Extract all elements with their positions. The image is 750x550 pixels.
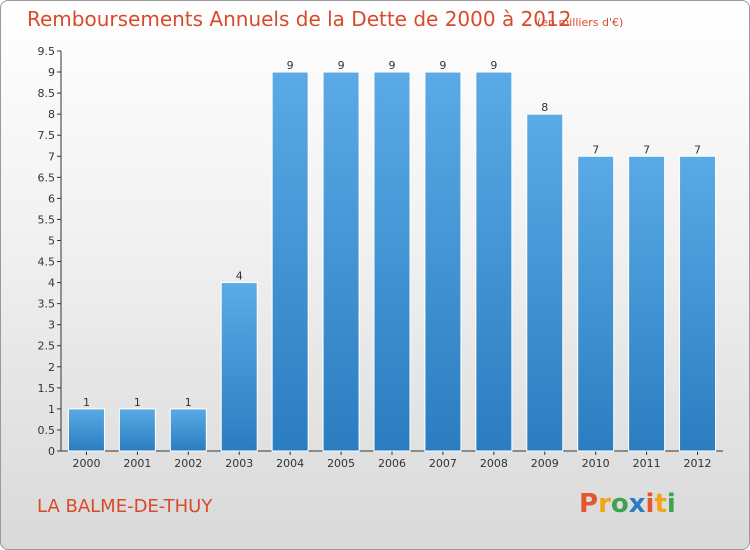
y-tick-label: 3.5 — [38, 298, 56, 311]
y-tick-label: 6.5 — [38, 171, 56, 184]
commune-name: LA BALME-DE-THUY — [37, 496, 213, 517]
logo-letter: i — [666, 489, 676, 519]
bar-2000 — [67, 408, 105, 452]
bar-2005 — [322, 71, 360, 452]
logo-letter: P — [579, 489, 599, 519]
value-label-2007: 9 — [439, 59, 446, 72]
logo-letter: x — [628, 489, 646, 519]
x-tick-label-2005: 2005 — [327, 457, 355, 470]
x-tick-label-2002: 2002 — [174, 457, 202, 470]
bar-2011 — [628, 155, 666, 452]
bar-2012 — [679, 155, 717, 452]
x-tick-label-2003: 2003 — [225, 457, 253, 470]
bar-2007 — [424, 71, 462, 452]
logo-letter: r — [598, 489, 611, 519]
logo-letter: i — [645, 489, 655, 519]
logo-letter: t — [654, 489, 667, 519]
x-tick-label-2006: 2006 — [378, 457, 406, 470]
y-tick-label: 7 — [48, 150, 55, 163]
y-tick-label: 2.5 — [38, 340, 56, 353]
value-label-2005: 9 — [338, 59, 345, 72]
y-tick-label: 0 — [48, 445, 55, 458]
x-tick-label-2012: 2012 — [684, 457, 712, 470]
y-tick-label: 3 — [48, 319, 55, 332]
y-tick-label: 1 — [48, 403, 55, 416]
bar-2001 — [118, 408, 156, 452]
bar-2006 — [373, 71, 411, 452]
value-label-2003: 4 — [236, 270, 243, 283]
x-tick-label-2004: 2004 — [276, 457, 304, 470]
x-tick-label-2001: 2001 — [123, 457, 151, 470]
x-tick-label-2008: 2008 — [480, 457, 508, 470]
y-tick-label: 5 — [48, 234, 55, 247]
value-label-2000: 1 — [83, 396, 90, 409]
x-tick-label-2009: 2009 — [531, 457, 559, 470]
value-label-2001: 1 — [134, 396, 141, 409]
logo-letter: o — [610, 489, 629, 519]
chart-title: Remboursements Annuels de la Dette de 20… — [27, 7, 572, 31]
y-tick-label: 5.5 — [38, 213, 56, 226]
value-label-2008: 9 — [490, 59, 497, 72]
value-label-2006: 9 — [389, 59, 396, 72]
bar-2009 — [526, 113, 564, 452]
value-label-2009: 8 — [541, 101, 548, 114]
value-label-2012: 7 — [694, 143, 701, 156]
y-tick-label: 2 — [48, 361, 55, 374]
bar-2003 — [220, 282, 258, 452]
bar-2004 — [271, 71, 309, 452]
proxiti-logo[interactable]: Proxiti — [579, 489, 676, 519]
bar-2008 — [475, 71, 513, 452]
x-tick-label-2011: 2011 — [633, 457, 661, 470]
y-tick-label: 6 — [48, 192, 55, 205]
y-tick-label: 0.5 — [38, 424, 56, 437]
x-tick-label-2010: 2010 — [582, 457, 610, 470]
bar-2002 — [169, 408, 207, 452]
bar-2010 — [577, 155, 615, 452]
y-tick-label: 8.5 — [38, 87, 56, 100]
y-tick-label: 9.5 — [38, 45, 56, 58]
axes: 0 0.5 1 1.5 2 2.5 3 3.5 4 4.5 5 5.5 6 6.5 7 7.5 8 8.5 9 9.5… — [38, 45, 723, 470]
y-tick-label: 8 — [48, 108, 55, 121]
unit-label: (en milliers d'€) — [537, 16, 624, 29]
value-label-2011: 7 — [643, 143, 650, 156]
y-tick-label: 4 — [48, 277, 55, 290]
value-label-2004: 9 — [287, 59, 294, 72]
value-label-2010: 7 — [592, 143, 599, 156]
y-tick-label: 9 — [48, 66, 55, 79]
y-tick-label: 4.5 — [38, 256, 56, 269]
x-tick-label-2000: 2000 — [72, 457, 100, 470]
bars: 1 1 1 4 9 9 9 9 9 8 7 7 7 — [67, 59, 717, 452]
x-tick-label-2007: 2007 — [429, 457, 457, 470]
y-tick-label: 7.5 — [38, 129, 56, 142]
value-label-2002: 1 — [185, 396, 192, 409]
y-tick-label: 1.5 — [38, 382, 56, 395]
